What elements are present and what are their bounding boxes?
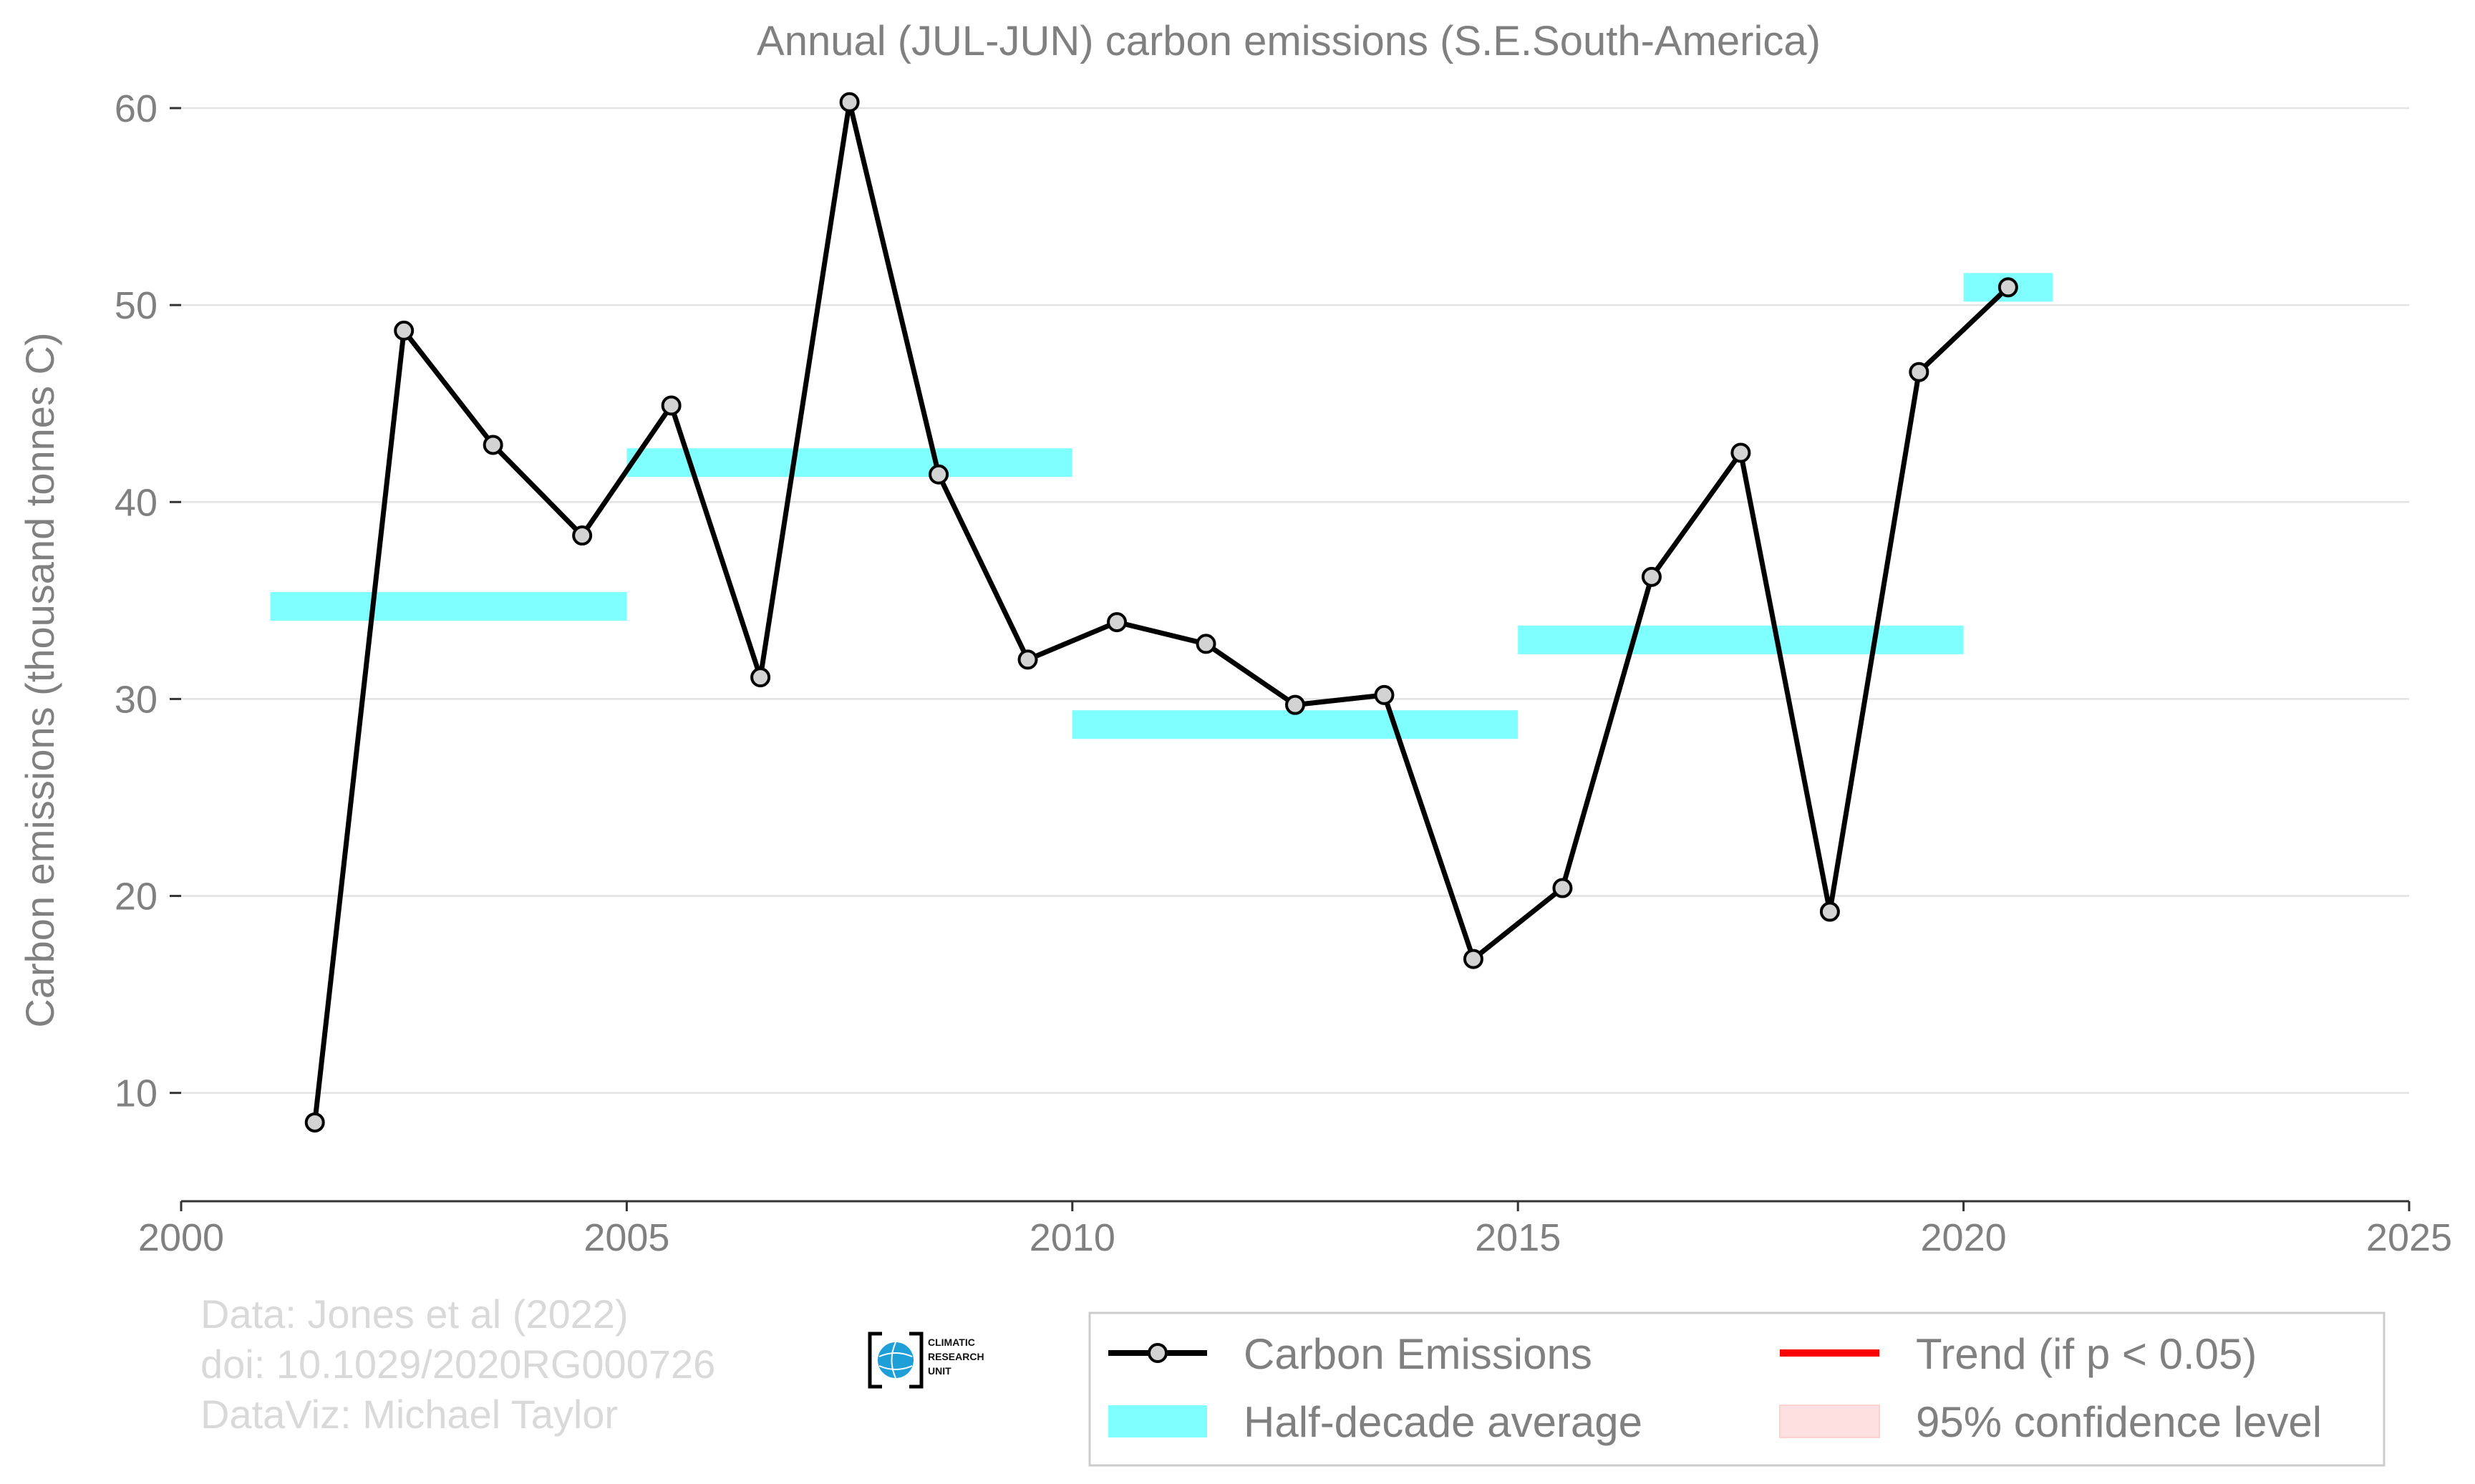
- x-tick-label-2000: 2000: [138, 1216, 224, 1259]
- x-tick-label-2015: 2015: [1475, 1216, 1561, 1259]
- logo-bracket-right: [909, 1332, 924, 1389]
- carbon-emissions-line: [312, 100, 2010, 1123]
- globe-icon: [878, 1342, 914, 1378]
- legend-marker-carbon-emissions: [1148, 1343, 1168, 1363]
- legend-label-trend: Trend (if p < 0.05): [1916, 1330, 2257, 1378]
- x-axis-ticks: 2000 2005 2010 2015 2020 2025: [138, 1201, 2452, 1259]
- data-point-2015.5: [1552, 878, 1573, 898]
- data-point-2017.5: [1730, 442, 1751, 463]
- data-point-2007.5: [839, 92, 860, 112]
- x-tick-label-2025: 2025: [2366, 1216, 2452, 1259]
- credit-data-source: Data: Jones et al (2022): [200, 1291, 629, 1337]
- half-decade-bar-0: [270, 592, 627, 621]
- legend: Carbon Emissions Half-decade average Tre…: [1088, 1311, 2386, 1467]
- credit-doi: doi: 10.1029/2020RG000726: [200, 1342, 715, 1387]
- y-tick-label-30: 30: [115, 678, 158, 721]
- y-tick-label-20: 20: [115, 876, 158, 918]
- logo-bracket-left: [868, 1332, 882, 1389]
- y-tick-label-60: 60: [115, 87, 158, 130]
- data-point-2011.5: [1196, 634, 1216, 654]
- y-axis-ticks: 10 20 30 40 50 60: [115, 87, 181, 1115]
- legend-box: [1088, 1311, 2386, 1467]
- data-point-2008.5: [929, 464, 949, 485]
- y-axis-label: Carbon emissions (thousand tonnes C): [17, 332, 62, 1027]
- x-tick-label-2010: 2010: [1030, 1216, 1115, 1259]
- logo-text-research: RESEARCH: [928, 1351, 984, 1362]
- legend-label-carbon-emissions: Carbon Emissions: [1244, 1330, 1592, 1378]
- legend-swatch-half-decade-average: [1108, 1405, 1207, 1437]
- logo-text-unit: UNIT: [928, 1365, 951, 1377]
- data-point-2009.5: [1017, 649, 1038, 670]
- legend-swatch-confidence: [1779, 1405, 1880, 1438]
- y-tick-label-10: 10: [115, 1072, 158, 1115]
- chart-title: Annual (JUL-JUN) carbon emissions (S.E.S…: [757, 18, 1821, 64]
- legend-label-confidence: 95% confidence level: [1916, 1398, 2322, 1446]
- data-point-2020.5: [1997, 277, 2018, 298]
- data-point-2014.5: [1463, 949, 1483, 969]
- carbon-emissions-markers: [304, 92, 2018, 1133]
- half-decade-bar-2: [1072, 710, 1519, 739]
- credit-dataviz: DataViz: Michael Taylor: [200, 1392, 618, 1437]
- half-decade-bar-1: [626, 448, 1072, 477]
- data-point-2012.5: [1285, 694, 1305, 715]
- data-point-2016.5: [1641, 566, 1662, 587]
- cru-logo: CLIMATIC RESEARCH UNIT: [868, 1332, 984, 1389]
- data-point-2002.5: [394, 320, 415, 341]
- x-tick-label-2005: 2005: [583, 1216, 669, 1259]
- data-point-2010.5: [1107, 612, 1128, 633]
- logo-globe-lines: [878, 1342, 913, 1379]
- half-decade-bar-3: [1518, 625, 1964, 654]
- half-decade-average-bands: [270, 273, 2053, 739]
- y-tick-label-40: 40: [115, 481, 158, 524]
- data-point-2003.5: [483, 435, 503, 455]
- data-point-2004.5: [572, 525, 593, 546]
- data-point-2013.5: [1374, 684, 1395, 705]
- y-tick-label-50: 50: [115, 284, 158, 327]
- data-point-2001.5: [304, 1112, 325, 1133]
- carbon-emissions-series: [312, 100, 2010, 1123]
- logo-text-climatic: CLIMATIC: [928, 1337, 975, 1348]
- x-tick-label-2020: 2020: [1921, 1216, 2007, 1259]
- data-point-2019.5: [1909, 362, 1929, 382]
- legend-label-half-decade-average: Half-decade average: [1244, 1398, 1642, 1446]
- data-point-2018.5: [1819, 901, 1840, 922]
- data-point-2006.5: [750, 667, 771, 688]
- data-point-2005.5: [661, 395, 682, 416]
